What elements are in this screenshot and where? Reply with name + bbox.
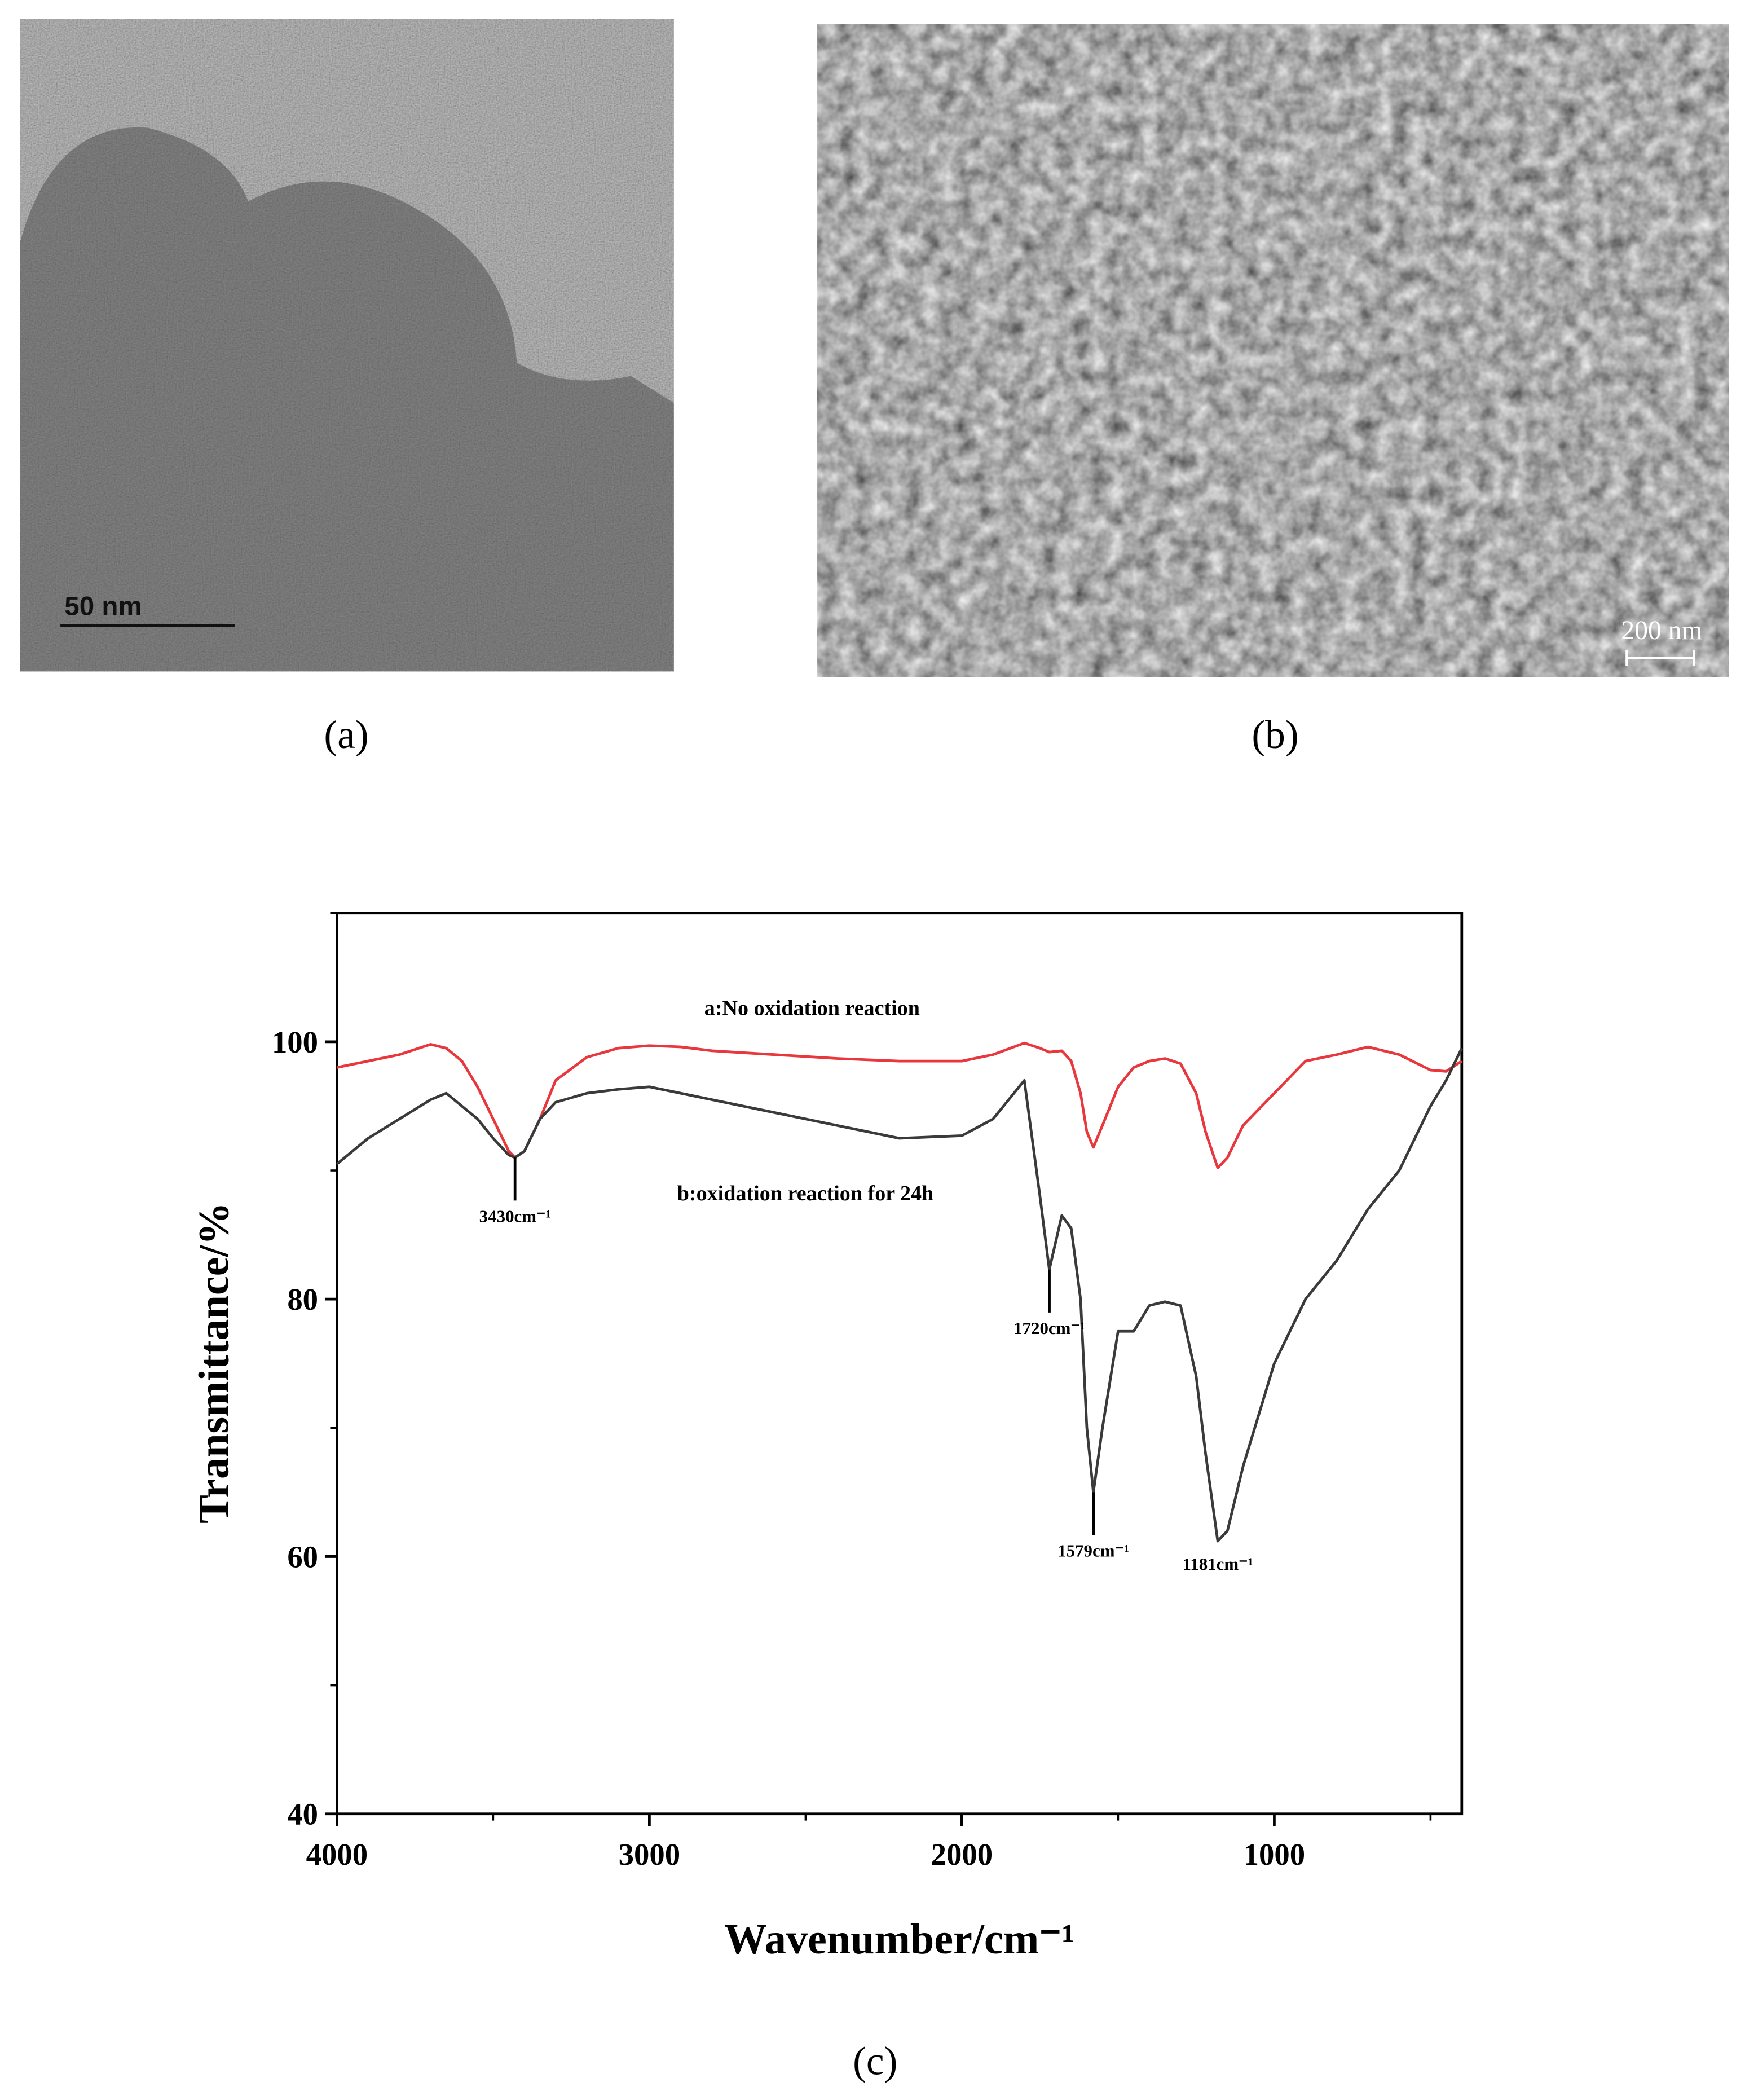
series-line xyxy=(336,1041,1463,1169)
x-tick-label: 2000 xyxy=(931,1837,993,1872)
sem-image: 200 nm xyxy=(817,24,1729,677)
x-axis-label: Wavenumber/cm⁻¹ xyxy=(724,1916,1074,1963)
x-tick-label: 3000 xyxy=(619,1837,680,1872)
y-tick-label: 100 xyxy=(272,1025,318,1059)
panel-label: (c) xyxy=(853,2039,897,2083)
y-tick-label: 60 xyxy=(287,1539,318,1574)
scale-bar-label: 200 nm xyxy=(1621,616,1702,645)
peak-label: 3430cm⁻¹ xyxy=(479,1206,551,1226)
peak-label: 1720cm⁻¹ xyxy=(1013,1318,1085,1338)
scale-bar-label: 50 nm xyxy=(64,591,142,621)
peak-label: 1181cm⁻¹ xyxy=(1182,1554,1253,1574)
series-line xyxy=(336,1047,1463,1543)
series-label: a:No oxidation reaction xyxy=(704,997,920,1020)
y-tick-label: 40 xyxy=(287,1797,318,1832)
y-axis-label: Transmittance/% xyxy=(191,1202,238,1524)
panel-label: (b) xyxy=(1252,712,1298,757)
y-tick-label: 80 xyxy=(287,1282,318,1317)
series-label: b:oxidation reaction for 24h xyxy=(677,1182,933,1205)
peak-label: 1579cm⁻¹ xyxy=(1057,1541,1129,1561)
plot-frame xyxy=(336,912,1464,1816)
tem-image: 50 nm xyxy=(20,19,674,672)
panel-label: (a) xyxy=(324,712,368,757)
x-tick-label: 4000 xyxy=(306,1837,368,1872)
x-tick-label: 1000 xyxy=(1244,1837,1305,1872)
